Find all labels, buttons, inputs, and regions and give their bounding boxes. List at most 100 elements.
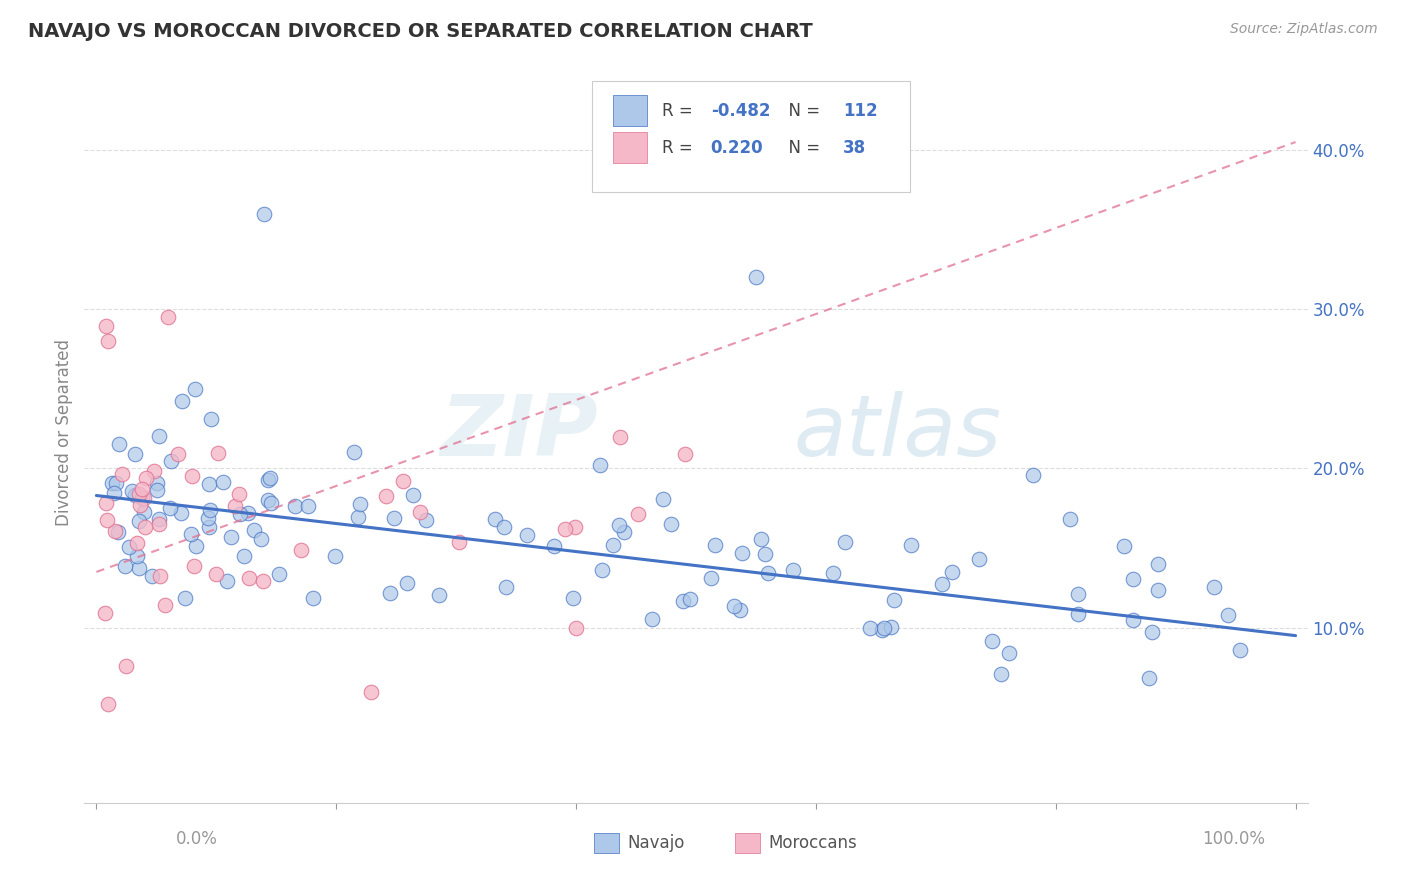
Point bbox=[1140, 624, 1163, 639]
Text: 112: 112 bbox=[842, 102, 877, 120]
Point bbox=[257, 492, 280, 507]
Point bbox=[607, 518, 630, 533]
Point bbox=[565, 621, 588, 635]
Point bbox=[259, 471, 281, 485]
Point bbox=[613, 525, 636, 540]
Point bbox=[115, 658, 138, 673]
Point bbox=[284, 500, 307, 514]
Point bbox=[602, 538, 624, 552]
Text: -0.482: -0.482 bbox=[710, 102, 770, 120]
Point bbox=[183, 559, 205, 574]
Point bbox=[1067, 587, 1090, 601]
Point bbox=[128, 514, 150, 528]
Point bbox=[872, 623, 894, 637]
Point bbox=[360, 685, 382, 699]
Text: Navajo: Navajo bbox=[627, 834, 685, 852]
Point bbox=[252, 574, 274, 588]
Point bbox=[641, 612, 664, 626]
Point bbox=[197, 510, 219, 524]
Point bbox=[543, 539, 565, 553]
Point bbox=[250, 532, 273, 546]
Point bbox=[212, 475, 235, 490]
Point bbox=[111, 467, 134, 482]
Point bbox=[127, 536, 149, 550]
Point bbox=[94, 496, 117, 510]
Point bbox=[146, 476, 169, 491]
Point bbox=[561, 591, 583, 605]
Point bbox=[108, 436, 131, 450]
Point bbox=[495, 580, 517, 594]
Point bbox=[96, 512, 118, 526]
Point bbox=[754, 547, 776, 561]
Point bbox=[880, 620, 903, 634]
Point bbox=[124, 447, 146, 461]
Point bbox=[131, 491, 153, 505]
Point bbox=[172, 393, 194, 408]
Point bbox=[148, 512, 170, 526]
Point bbox=[204, 567, 226, 582]
Text: R =: R = bbox=[662, 102, 697, 120]
Point bbox=[1147, 582, 1170, 597]
Point bbox=[97, 334, 120, 348]
Text: N =: N = bbox=[778, 138, 825, 157]
Point bbox=[183, 382, 205, 396]
Point bbox=[219, 530, 242, 544]
Point bbox=[128, 561, 150, 575]
Point bbox=[217, 574, 239, 588]
Point bbox=[290, 543, 312, 558]
Point bbox=[124, 488, 146, 502]
Point bbox=[673, 447, 696, 461]
Point bbox=[554, 522, 576, 536]
Point bbox=[181, 469, 204, 483]
Point bbox=[1112, 539, 1135, 553]
Text: 0.220: 0.220 bbox=[710, 138, 763, 157]
Point bbox=[242, 523, 264, 537]
Point bbox=[148, 429, 170, 443]
Point bbox=[679, 592, 702, 607]
Text: 100.0%: 100.0% bbox=[1202, 830, 1265, 847]
Point bbox=[591, 563, 613, 577]
Text: R =: R = bbox=[662, 138, 697, 157]
Point bbox=[198, 520, 221, 534]
Point bbox=[703, 538, 725, 552]
Point bbox=[415, 513, 437, 527]
Point bbox=[900, 538, 922, 552]
Point bbox=[652, 492, 675, 507]
Point bbox=[159, 500, 181, 515]
Point bbox=[105, 476, 128, 491]
Point bbox=[492, 519, 515, 533]
Text: atlas: atlas bbox=[794, 391, 1002, 475]
Point bbox=[392, 475, 415, 489]
Point bbox=[224, 499, 246, 513]
Point bbox=[981, 634, 1004, 648]
Point bbox=[1066, 607, 1088, 621]
Point bbox=[200, 412, 222, 426]
Point bbox=[834, 535, 856, 549]
Point bbox=[516, 528, 538, 542]
Point bbox=[325, 549, 347, 563]
Text: ZIP: ZIP bbox=[440, 391, 598, 475]
Point bbox=[101, 476, 124, 491]
Bar bbox=[613, 132, 647, 163]
Point bbox=[207, 445, 229, 459]
Point bbox=[96, 318, 118, 333]
Point bbox=[149, 569, 172, 583]
Point bbox=[873, 621, 896, 635]
Point bbox=[626, 507, 648, 521]
Point bbox=[198, 477, 221, 491]
Point bbox=[447, 534, 470, 549]
Point bbox=[730, 603, 752, 617]
Point bbox=[134, 520, 156, 534]
Point bbox=[135, 471, 157, 485]
Point bbox=[1137, 671, 1160, 685]
Point bbox=[129, 498, 152, 512]
Point bbox=[990, 666, 1012, 681]
Point bbox=[1229, 643, 1251, 657]
Point bbox=[125, 549, 148, 563]
Point bbox=[200, 503, 222, 517]
Point bbox=[166, 447, 188, 461]
Point bbox=[1021, 467, 1043, 482]
Point bbox=[121, 484, 143, 499]
Point bbox=[347, 510, 370, 524]
Point bbox=[1122, 572, 1144, 586]
